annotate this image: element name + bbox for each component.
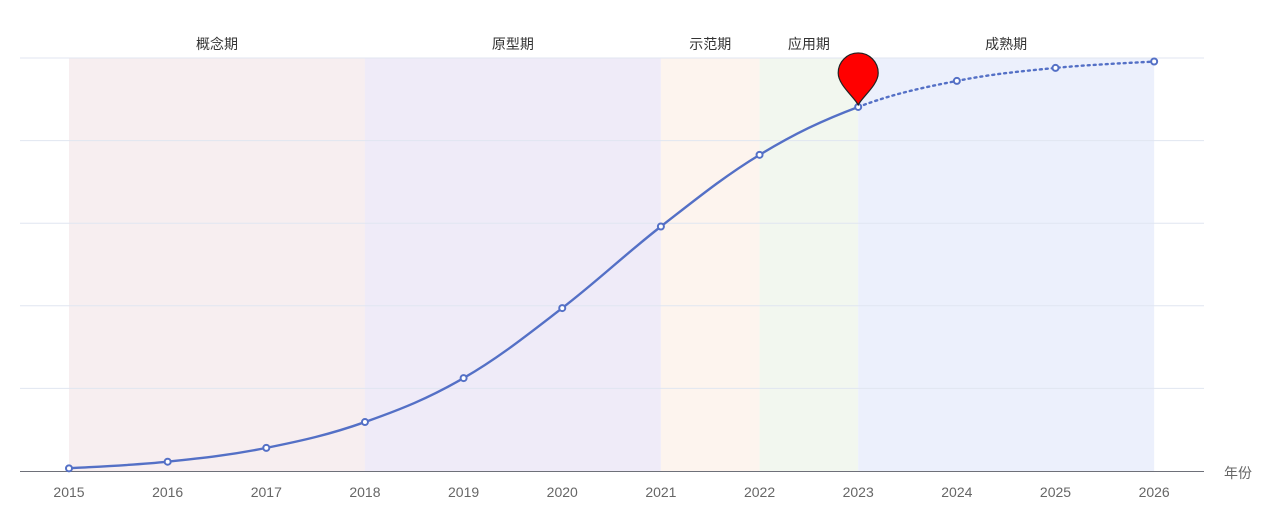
x-tick-label: 2025 <box>1040 484 1071 500</box>
x-tick-label: 2018 <box>349 484 380 500</box>
x-tick-label: 2024 <box>941 484 972 500</box>
x-tick-label: 2026 <box>1139 484 1170 500</box>
x-tick-label: 2015 <box>53 484 84 500</box>
phase-bands <box>69 58 1155 471</box>
phase-band <box>69 58 365 471</box>
data-point[interactable] <box>360 418 369 427</box>
data-point[interactable] <box>952 76 961 85</box>
data-point[interactable] <box>262 443 271 452</box>
data-point[interactable] <box>656 222 665 231</box>
series-line-actual <box>68 105 859 470</box>
phase-band <box>759 58 859 471</box>
x-tick-label: 2020 <box>547 484 578 500</box>
data-point[interactable] <box>755 150 764 159</box>
x-tick-label: 2021 <box>645 484 676 500</box>
series-line <box>68 60 1156 470</box>
series-points <box>65 57 1159 473</box>
data-point[interactable] <box>558 304 567 313</box>
x-axis-title: 年份 <box>1224 466 1252 482</box>
phase-label: 成熟期 <box>985 37 1027 53</box>
x-tick-label: 2016 <box>152 484 183 500</box>
data-point[interactable] <box>65 464 73 473</box>
phase-label: 原型期 <box>492 37 534 53</box>
data-point[interactable] <box>459 374 468 383</box>
data-point[interactable] <box>1051 63 1060 72</box>
data-point[interactable] <box>163 457 172 466</box>
series-line-forecast <box>857 60 1156 109</box>
x-axis: 年份 <box>20 466 1252 482</box>
phase-label: 应用期 <box>788 36 830 53</box>
location-pin-icon[interactable] <box>837 52 879 107</box>
phase-labels: 概念期 原型期 示范期 应用期 成熟期 <box>196 36 1027 53</box>
x-axis-tick-labels: 2015 2016 2017 2018 2019 2020 2021 2022 2023 2024… <box>53 484 1170 500</box>
x-tick-label: 2019 <box>448 484 479 500</box>
marker-pin-shape[interactable] <box>837 52 879 107</box>
x-tick-label: 2017 <box>251 484 282 500</box>
phase-band <box>660 58 760 471</box>
phase-label: 示范期 <box>689 36 731 53</box>
phase-label: 概念期 <box>196 36 238 53</box>
x-tick-label: 2023 <box>843 484 874 500</box>
x-tick-label: 2022 <box>744 484 775 500</box>
data-point[interactable] <box>1150 57 1159 66</box>
phase-band <box>858 58 1155 471</box>
grid-lines <box>20 57 1204 389</box>
